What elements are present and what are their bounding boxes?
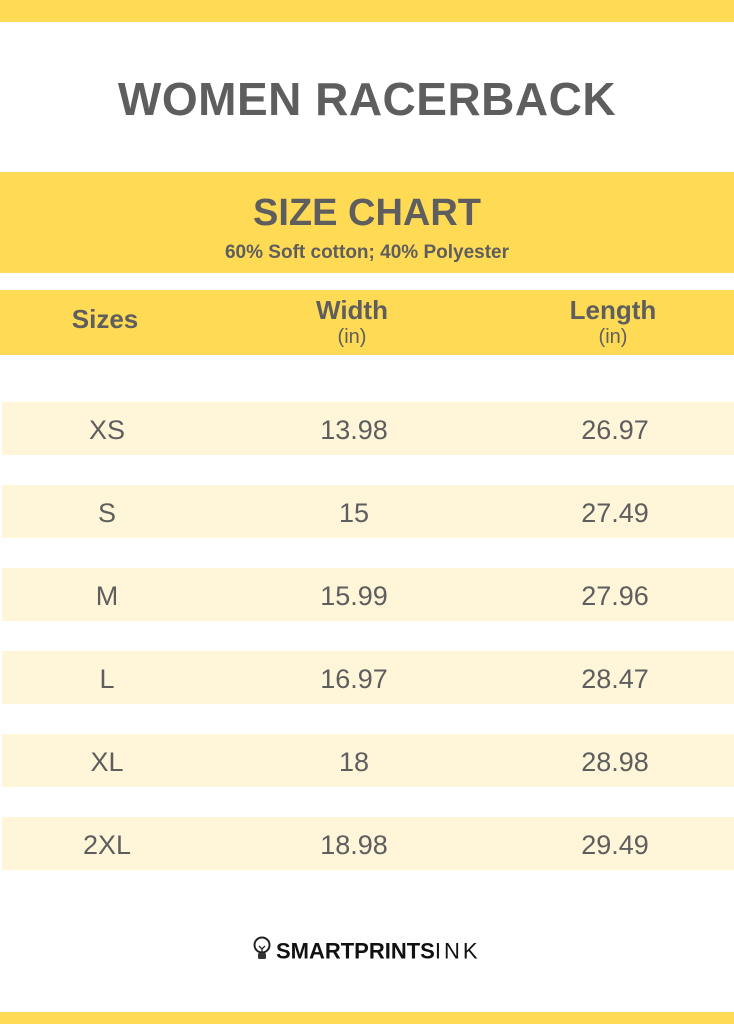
header-length: Length (in): [569, 295, 657, 348]
logo: SMARTPRINTSINK: [0, 936, 734, 967]
table-row: M 15.99 27.96: [2, 568, 734, 621]
size-chart-band: SIZE CHART 60% Soft cotton; 40% Polyeste…: [0, 172, 734, 273]
header-sizes: Sizes: [71, 304, 139, 334]
size-cell: S: [97, 498, 116, 528]
width-cell: 13.98: [320, 415, 388, 445]
width-cell: 18.98: [320, 830, 388, 860]
width-cell: 15.99: [320, 581, 388, 611]
size-cell: XS: [88, 415, 126, 445]
width-cell: 16.97: [320, 664, 388, 694]
length-cell: 29.49: [581, 830, 649, 860]
size-cell: 2XL: [82, 830, 132, 860]
table-row: S 15 27.49: [2, 485, 734, 538]
table-row: 2XL 18.98 29.49: [2, 817, 734, 870]
width-cell: 18: [338, 747, 370, 777]
size-cell: XL: [90, 747, 124, 777]
length-cell: 28.47: [581, 664, 649, 694]
length-cell: 26.97: [581, 415, 649, 445]
length-cell: 27.49: [581, 498, 649, 528]
table-row: XS 13.98 26.97: [2, 402, 734, 455]
length-cell: 28.98: [581, 747, 649, 777]
size-chart-title: SIZE CHART: [253, 192, 481, 234]
lightbulb-icon: [253, 936, 271, 967]
material-subtitle: 60% Soft cotton; 40% Polyester: [224, 242, 510, 263]
bottom-bar: [0, 1012, 734, 1024]
top-bar: [0, 0, 734, 22]
size-cell: M: [95, 581, 119, 611]
table-row: XL 18 28.98: [2, 734, 734, 787]
width-cell: 15: [338, 498, 370, 528]
size-cell: L: [99, 664, 115, 694]
table-row: L 16.97 28.47: [2, 651, 734, 704]
header-width: Width (in): [316, 295, 388, 348]
page-title: WOMEN RACERBACK: [117, 73, 617, 125]
length-cell: 27.96: [581, 581, 649, 611]
table-header: Sizes Width (in) Length (in): [0, 290, 734, 355]
